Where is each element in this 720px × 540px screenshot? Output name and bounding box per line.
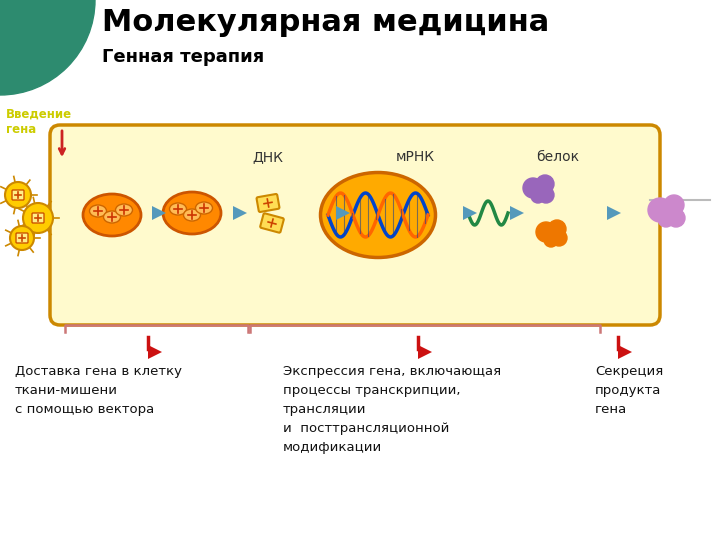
FancyBboxPatch shape xyxy=(32,213,44,223)
Polygon shape xyxy=(418,345,432,359)
Ellipse shape xyxy=(115,204,132,216)
Polygon shape xyxy=(336,206,350,220)
Polygon shape xyxy=(510,206,524,220)
Polygon shape xyxy=(607,206,621,220)
FancyBboxPatch shape xyxy=(16,233,28,243)
Ellipse shape xyxy=(83,194,141,236)
Text: белок: белок xyxy=(536,150,580,164)
Ellipse shape xyxy=(320,172,436,258)
Polygon shape xyxy=(233,206,247,220)
Text: Введение
гена: Введение гена xyxy=(6,108,72,136)
Circle shape xyxy=(0,0,95,95)
Circle shape xyxy=(538,187,554,203)
Polygon shape xyxy=(618,345,632,359)
Circle shape xyxy=(531,189,545,203)
Circle shape xyxy=(10,226,34,250)
Text: мРНК: мРНК xyxy=(395,150,434,164)
Circle shape xyxy=(5,182,31,208)
Circle shape xyxy=(664,195,684,215)
FancyBboxPatch shape xyxy=(50,125,660,325)
Circle shape xyxy=(648,198,672,222)
Ellipse shape xyxy=(169,203,186,215)
Text: Генная терапия: Генная терапия xyxy=(102,48,264,66)
Ellipse shape xyxy=(184,209,200,221)
Circle shape xyxy=(523,178,543,198)
Circle shape xyxy=(548,220,566,238)
Text: Экспрессия гена, включающая
процессы транскрипции,
трансляции
и  посттрансляцион: Экспрессия гена, включающая процессы тра… xyxy=(283,365,501,454)
Circle shape xyxy=(536,222,556,242)
Text: Доставка гена в клетку
ткани-мишени
с помощью вектора: Доставка гена в клетку ткани-мишени с по… xyxy=(15,365,182,416)
Ellipse shape xyxy=(163,192,221,234)
Polygon shape xyxy=(463,206,477,220)
Text: Молекулярная медицина: Молекулярная медицина xyxy=(102,8,549,37)
Polygon shape xyxy=(152,206,166,220)
Circle shape xyxy=(667,209,685,227)
Polygon shape xyxy=(148,345,162,359)
Ellipse shape xyxy=(104,211,120,223)
FancyBboxPatch shape xyxy=(260,213,284,233)
Text: ДНК: ДНК xyxy=(253,150,284,164)
Circle shape xyxy=(544,233,558,247)
Ellipse shape xyxy=(196,202,212,214)
Circle shape xyxy=(23,203,53,233)
FancyBboxPatch shape xyxy=(12,190,24,200)
Circle shape xyxy=(551,230,567,246)
Text: Секреция
продукта
гена: Секреция продукта гена xyxy=(595,365,663,416)
Ellipse shape xyxy=(89,205,107,217)
Circle shape xyxy=(536,175,554,193)
Circle shape xyxy=(658,211,674,227)
FancyBboxPatch shape xyxy=(256,194,279,212)
